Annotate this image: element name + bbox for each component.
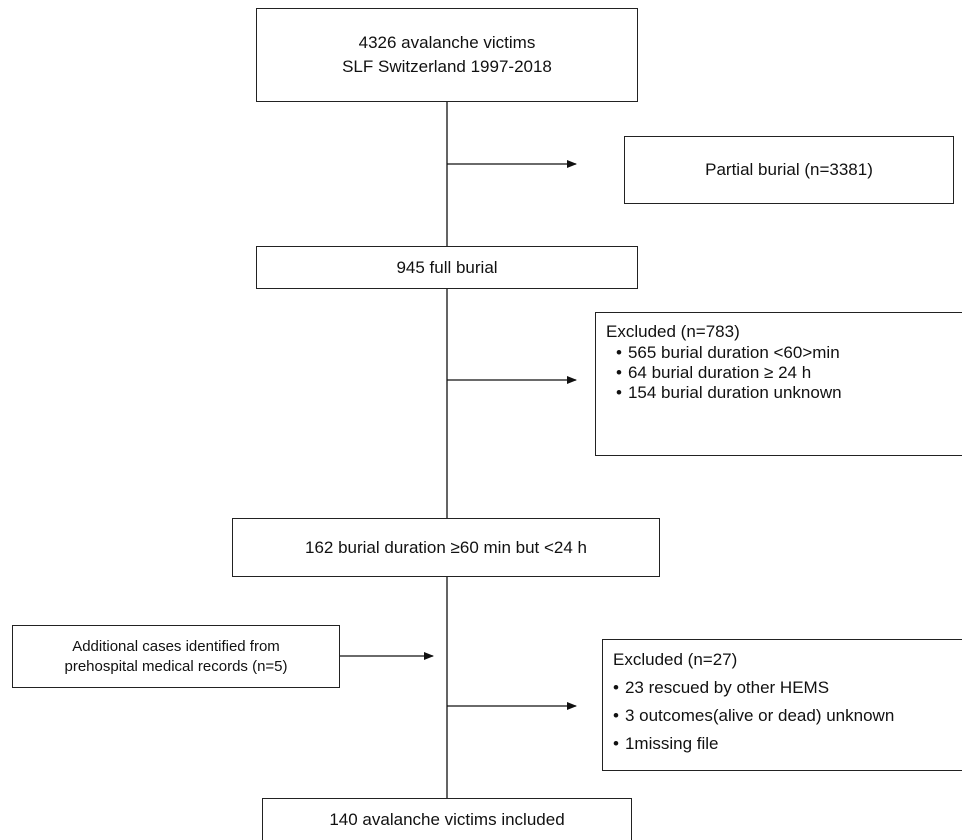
excluded-27-title: Excluded (n=27) xyxy=(613,650,738,669)
box-excluded-783: Excluded (n=783) 565 burial duration <60… xyxy=(595,312,962,456)
excluded-783-item: 64 burial duration ≥ 24 h xyxy=(616,363,962,383)
duration-label: 162 burial duration ≥60 min but <24 h xyxy=(305,537,587,557)
full-burial-label: 945 full burial xyxy=(396,257,498,277)
final-included-label: 140 avalanche victims included xyxy=(329,809,565,829)
box-full-burial: 945 full burial xyxy=(256,246,638,289)
additional-cases-line2: prehospital medical records (n=5) xyxy=(64,657,288,675)
excluded-27-item: 3 outcomes(alive or dead) unknown xyxy=(613,702,962,730)
partial-burial-label: Partial burial (n=3381) xyxy=(705,160,873,179)
box-final-included: 140 avalanche victims included xyxy=(262,798,632,840)
additional-cases-line1: Additional cases identified from xyxy=(72,637,280,655)
excluded-27-item: 23 rescued by other HEMS xyxy=(613,674,962,702)
box-excluded-27: Excluded (n=27) 23 rescued by other HEMS… xyxy=(602,639,962,771)
box-partial-burial: Partial burial (n=3381) xyxy=(624,136,954,204)
all-victims-line2: SLF Switzerland 1997-2018 xyxy=(342,57,552,76)
box-all-victims: 4326 avalanche victims SLF Switzerland 1… xyxy=(256,8,638,102)
excluded-783-item: 565 burial duration <60>min xyxy=(616,343,962,363)
excluded-27-list: 23 rescued by other HEMS 3 outcomes(aliv… xyxy=(613,674,962,758)
box-duration-60min-24h: 162 burial duration ≥60 min but <24 h xyxy=(232,518,660,577)
excluded-27-item: 1missing file xyxy=(613,730,962,758)
box-additional-cases: Additional cases identified from prehosp… xyxy=(12,625,340,688)
excluded-783-item: 154 burial duration unknown xyxy=(616,383,962,403)
all-victims-line1: 4326 avalanche victims xyxy=(358,33,536,52)
excluded-783-title: Excluded (n=783) xyxy=(606,322,740,341)
excluded-783-list: 565 burial duration <60>min 64 burial du… xyxy=(606,343,962,403)
